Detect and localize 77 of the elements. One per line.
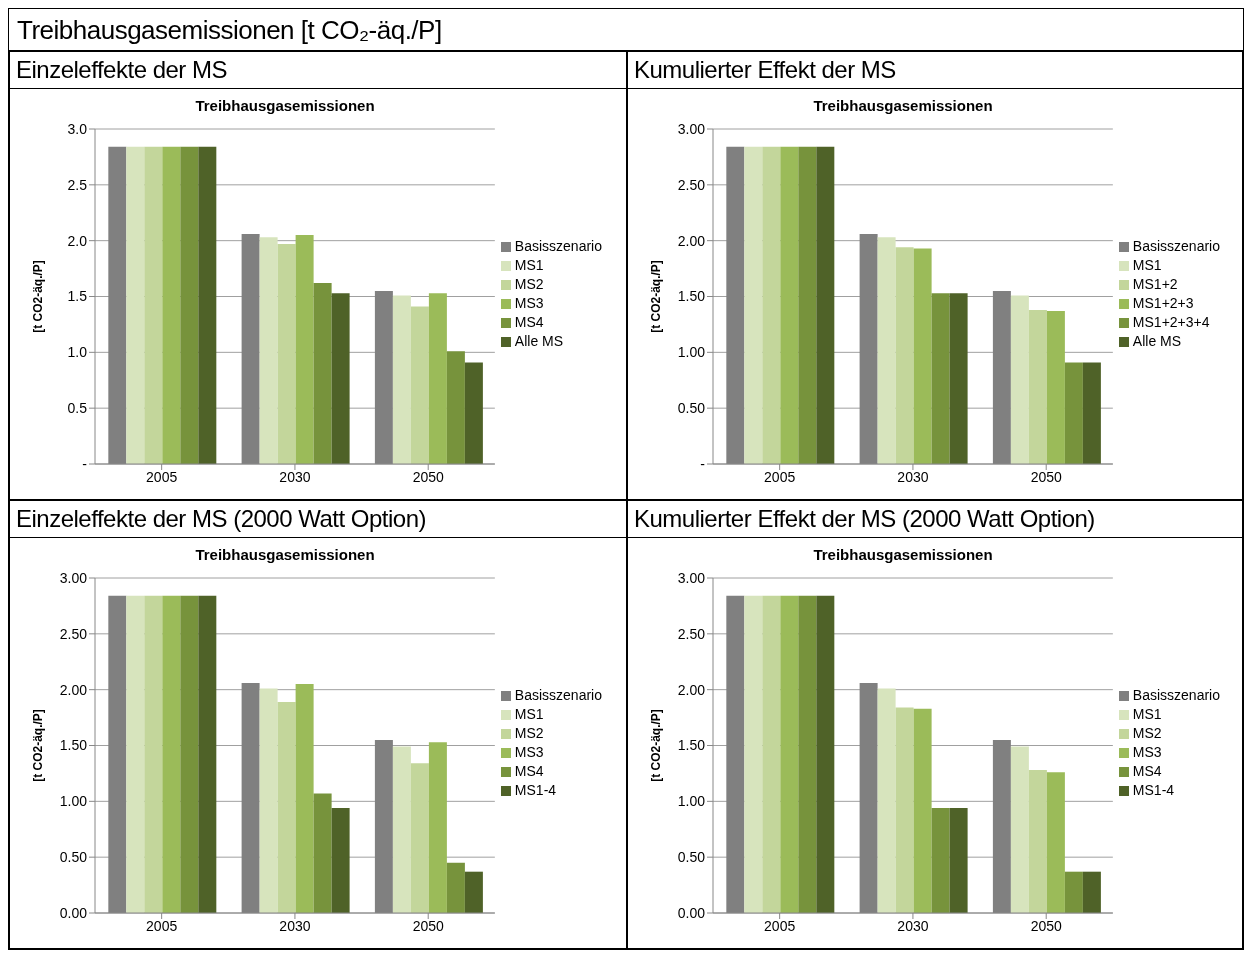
x-tick-label: 2050 — [1030, 917, 1062, 934]
y-tick-label: 1.50 — [677, 288, 706, 305]
legend-label: MS1+2+3 — [1132, 295, 1194, 311]
y-tick-label: 2.0 — [67, 232, 88, 249]
y-tick-label: 1.00 — [677, 344, 706, 361]
y-tick-label: 1.50 — [59, 737, 88, 754]
legend-label: MS4 — [1132, 763, 1162, 779]
y-tick-label: 1.0 — [67, 344, 88, 361]
chart-title: Einzeleffekte der MS (2000 Watt Option) — [16, 505, 427, 532]
legend-label: MS3 — [514, 744, 544, 760]
legend-label: MS2 — [1132, 725, 1162, 741]
y-tick-label: 0.00 — [677, 904, 706, 921]
x-tick-label: 2030 — [279, 468, 311, 485]
y-tick-label: 1.5 — [67, 288, 88, 305]
x-tick-label: 2050 — [1030, 468, 1062, 485]
legend-label: Basisszenario — [1132, 238, 1220, 254]
y-tick-label: 3.00 — [677, 569, 706, 586]
x-tick-label: 2030 — [897, 468, 929, 485]
chart-subtitle: Treibhausgasemissionen — [813, 546, 993, 563]
y-tick-label: 2.5 — [67, 176, 88, 193]
y-tick-label: 3.00 — [59, 569, 88, 586]
y-tick-label: 0.50 — [677, 400, 706, 417]
legend-label: Basisszenario — [514, 238, 602, 254]
legend-label: MS1 — [1132, 706, 1162, 722]
text: Treibhausgasemissionen [t CO₂-äq./P] — [17, 15, 442, 45]
legend-label: MS1+2+3+4 — [1132, 314, 1210, 330]
x-tick-label: 2005 — [764, 917, 796, 934]
y-tick-label: 1.50 — [677, 737, 706, 754]
chart-subtitle: Treibhausgasemissionen — [813, 97, 993, 114]
x-tick-label: 2030 — [897, 917, 929, 934]
y-axis-title: [t CO2-äq./P] — [649, 260, 664, 333]
y-tick-label: 3.0 — [67, 120, 88, 137]
x-tick-label: 2005 — [146, 468, 178, 485]
legend-label: MS1+2 — [1132, 276, 1178, 292]
legend-label: MS1 — [1132, 257, 1162, 273]
legend-label: Basisszenario — [514, 687, 602, 703]
y-tick-label: 2.50 — [59, 625, 88, 642]
y-tick-label: 0.5 — [67, 400, 88, 417]
y-tick-label: - — [700, 455, 706, 472]
x-tick-label: 2030 — [279, 917, 311, 934]
legend-label: MS2 — [514, 276, 544, 292]
legend-label: MS2 — [514, 725, 544, 741]
y-tick-label: 2.50 — [677, 625, 706, 642]
chart-title: Kumulierter Effekt der MS — [634, 56, 896, 83]
y-tick-label: 0.50 — [677, 849, 706, 866]
chart-subtitle: Treibhausgasemissionen — [195, 97, 375, 114]
legend-label: MS3 — [514, 295, 544, 311]
y-tick-label: 1.00 — [59, 793, 88, 810]
y-tick-label: 2.00 — [677, 232, 706, 249]
y-tick-label: 0.00 — [59, 904, 88, 921]
y-axis-title: [t CO2-äq./P] — [31, 709, 46, 782]
chart-subtitle: Treibhausgasemissionen — [195, 546, 375, 563]
chart-title: Einzeleffekte der MS — [16, 56, 228, 83]
x-tick-label: 2050 — [412, 917, 444, 934]
legend-label: MS1 — [514, 257, 544, 273]
legend-label: Basisszenario — [1132, 687, 1220, 703]
y-tick-label: 3.00 — [677, 120, 706, 137]
legend-label: Alle MS — [1132, 333, 1182, 349]
y-tick-label: 0.50 — [59, 849, 88, 866]
x-tick-label: 2005 — [764, 468, 796, 485]
legend-label: MS1-4 — [514, 782, 557, 798]
y-axis-title: [t CO2-äq./P] — [31, 260, 46, 333]
legend-label: MS4 — [514, 314, 544, 330]
legend-label: Alle MS — [514, 333, 564, 349]
y-tick-label: 2.50 — [677, 176, 706, 193]
y-tick-label: - — [82, 455, 88, 472]
legend-label: MS1-4 — [1132, 782, 1175, 798]
x-tick-label: 2005 — [146, 917, 178, 934]
legend-label: MS3 — [1132, 744, 1162, 760]
y-tick-label: 1.00 — [677, 793, 706, 810]
y-axis-title: [t CO2-äq./P] — [649, 709, 664, 782]
y-tick-label: 2.00 — [59, 681, 88, 698]
y-tick-label: 2.00 — [677, 681, 706, 698]
x-tick-label: 2050 — [412, 468, 444, 485]
legend-label: MS4 — [514, 763, 544, 779]
chart-title: Kumulierter Effekt der MS (2000 Watt Option) — [634, 505, 1095, 532]
legend-label: MS1 — [514, 706, 544, 722]
